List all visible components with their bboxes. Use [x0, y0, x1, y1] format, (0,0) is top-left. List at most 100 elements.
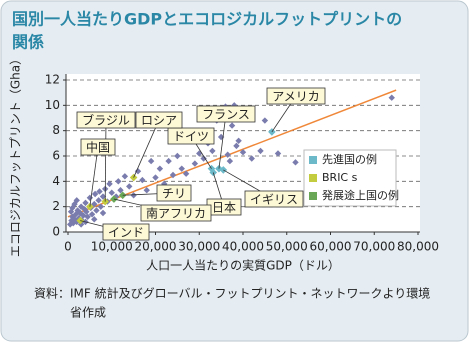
point — [147, 157, 155, 165]
point — [130, 192, 137, 199]
callout-box — [196, 105, 256, 123]
x-tick-label: 80,000 — [397, 240, 439, 254]
callout-label: アメリカ — [272, 90, 319, 104]
y-tick-label: 10 — [45, 98, 60, 112]
point — [156, 165, 164, 172]
point — [261, 117, 269, 124]
point — [228, 122, 236, 129]
legend-swatch — [309, 192, 317, 200]
point — [83, 208, 90, 215]
point — [77, 209, 84, 217]
x-tick-label: 40,000 — [222, 240, 264, 254]
point — [169, 171, 177, 179]
point — [91, 200, 98, 208]
point — [182, 170, 190, 177]
note: 省作成 — [70, 306, 106, 320]
point — [67, 208, 75, 215]
callout-box — [140, 204, 212, 222]
callout-label: インド — [108, 226, 144, 240]
x-tick-label: 0 — [64, 240, 72, 254]
point — [91, 190, 99, 198]
chart-title: 関係 — [12, 33, 44, 52]
chart-title: 国別一人当たりGDPとエコロジカルフットプリントの — [12, 10, 402, 29]
y-tick-label: 8 — [52, 123, 60, 137]
x-tick-label: 10,000 — [91, 240, 133, 254]
point — [71, 200, 78, 208]
point — [117, 187, 124, 194]
point — [70, 219, 77, 227]
x-tick-label: 60,000 — [310, 240, 352, 254]
callout-box — [135, 111, 183, 129]
point — [388, 94, 395, 101]
point — [115, 178, 122, 185]
point — [224, 151, 231, 158]
x-axis-title: 人口一人当たりの実質GDP（ドル） — [146, 258, 340, 273]
y-tick-label: 4 — [52, 174, 60, 188]
legend-swatch — [309, 174, 317, 182]
callout-label: フランス — [202, 108, 250, 122]
point — [248, 155, 255, 162]
callout-label: ロシア — [141, 114, 177, 128]
point — [274, 150, 282, 157]
point — [121, 173, 129, 180]
point — [91, 216, 98, 223]
point — [84, 213, 91, 220]
legend-box — [303, 149, 397, 207]
point — [126, 183, 133, 190]
point — [209, 147, 216, 155]
callout-label: 中国 — [86, 140, 110, 155]
point — [143, 187, 150, 194]
y-tick-label: 6 — [52, 149, 60, 163]
point — [88, 211, 96, 218]
point — [292, 159, 299, 166]
point — [95, 197, 102, 204]
x-tick-label: 70,000 — [353, 240, 395, 254]
point — [231, 102, 238, 109]
point — [233, 142, 240, 150]
callout-box — [102, 223, 150, 241]
callout-label: 日本 — [212, 201, 236, 215]
y-tick-label: 12 — [45, 73, 60, 87]
callout-label: チリ — [162, 187, 186, 201]
point — [152, 174, 159, 181]
point — [235, 137, 242, 144]
point — [191, 160, 199, 167]
callout-label: 南アフリカ — [146, 206, 206, 221]
point — [226, 157, 234, 165]
point — [99, 209, 107, 217]
point — [134, 168, 142, 175]
point — [239, 149, 247, 156]
point — [200, 155, 207, 162]
x-tick-label: 20,000 — [135, 240, 177, 254]
callout-label: ブラジル — [82, 113, 130, 128]
point — [161, 180, 168, 188]
point — [96, 188, 103, 195]
legend-label: BRIC s — [322, 171, 358, 184]
x-tick-label: 50,000 — [266, 240, 308, 254]
point — [73, 218, 80, 226]
callout-box — [266, 87, 326, 105]
callout-box — [76, 111, 136, 129]
y-tick-label: 2 — [52, 199, 60, 213]
callout-line — [104, 119, 107, 202]
point — [106, 180, 113, 188]
legend-label: 発展途上国の例 — [322, 188, 399, 202]
point — [174, 152, 181, 160]
legend-swatch — [309, 156, 317, 164]
point — [165, 157, 172, 165]
callout-line — [218, 113, 227, 169]
y-axis-title: エコロジカルフットプリント（Gha） — [9, 53, 23, 257]
callout-label: ドイツ — [173, 130, 209, 144]
legend-label: 先進国の例 — [322, 152, 377, 166]
point — [178, 165, 185, 172]
callout-line — [89, 146, 99, 207]
callout-label: イギリス — [250, 193, 298, 207]
x-tick-label: 30,000 — [178, 240, 220, 254]
point — [97, 203, 105, 210]
point — [99, 193, 107, 200]
point — [257, 147, 264, 155]
y-tick-label: 0 — [52, 225, 60, 239]
callout-line — [133, 119, 160, 178]
callout-box — [244, 190, 304, 208]
